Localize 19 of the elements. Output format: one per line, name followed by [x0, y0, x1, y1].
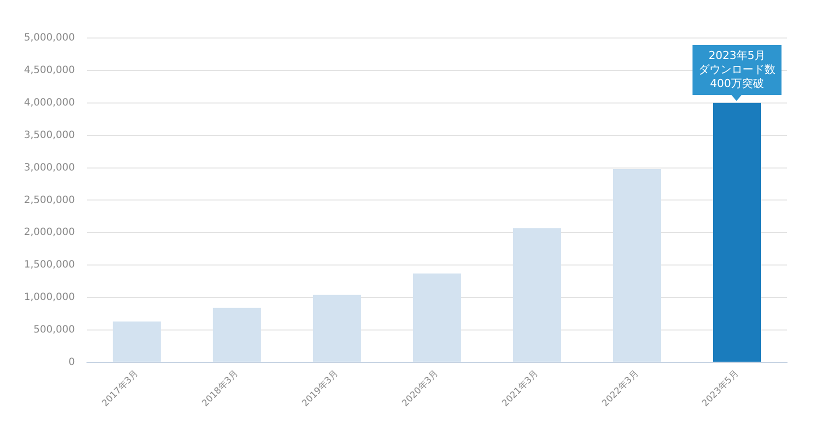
bar — [712, 102, 761, 362]
bar — [312, 294, 361, 362]
y-tick-label: 4,000,000 — [24, 97, 75, 108]
bar — [612, 169, 661, 362]
y-tick-label: 2,000,000 — [24, 227, 75, 238]
y-tick-label: 1,000,000 — [24, 292, 75, 304]
y-tick-label: 2,500,000 — [24, 194, 75, 206]
y-tick-label: 500,000 — [34, 324, 75, 336]
y-tick-label: 4,500,000 — [24, 65, 75, 76]
y-tick-label: 0 — [68, 356, 75, 368]
annotation: 2023年5月ダウンロード数400万突破 — [698, 48, 776, 91]
bar — [512, 228, 561, 362]
y-tick-label: 3,500,000 — [24, 130, 75, 141]
y-tick-label: 3,000,000 — [24, 162, 75, 174]
bar — [212, 308, 261, 362]
y-tick-label: 1,500,000 — [24, 260, 75, 271]
bar — [112, 322, 161, 362]
y-tick-label: 5,000,000 — [24, 32, 75, 44]
bar — [412, 274, 461, 362]
